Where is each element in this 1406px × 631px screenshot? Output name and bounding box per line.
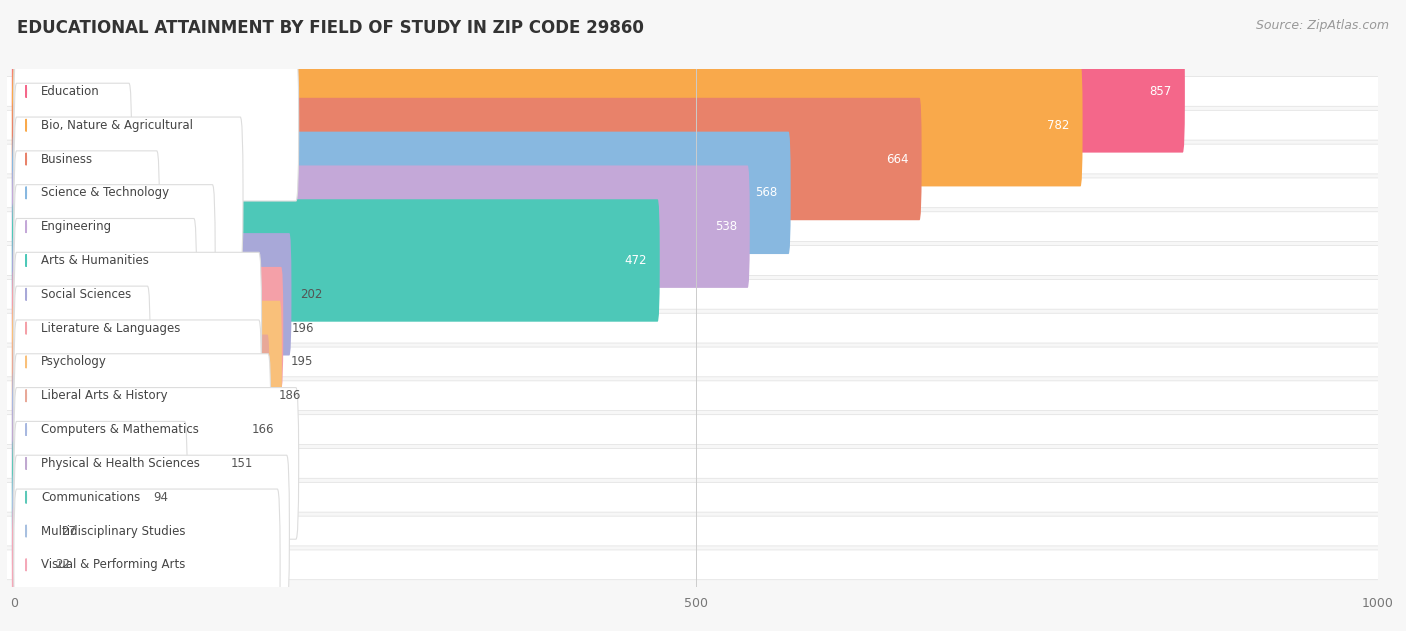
- FancyBboxPatch shape: [11, 334, 270, 457]
- FancyBboxPatch shape: [14, 117, 243, 269]
- Text: Computers & Mathematics: Computers & Mathematics: [41, 423, 200, 436]
- Text: 22: 22: [55, 558, 70, 571]
- FancyBboxPatch shape: [0, 110, 1406, 140]
- FancyBboxPatch shape: [11, 301, 281, 423]
- FancyBboxPatch shape: [14, 151, 159, 302]
- Text: Arts & Humanities: Arts & Humanities: [41, 254, 149, 267]
- FancyBboxPatch shape: [0, 280, 1406, 309]
- FancyBboxPatch shape: [11, 267, 283, 389]
- FancyBboxPatch shape: [0, 76, 1406, 106]
- FancyBboxPatch shape: [14, 387, 298, 540]
- FancyBboxPatch shape: [0, 415, 1406, 444]
- Text: 94: 94: [153, 491, 167, 504]
- Text: 568: 568: [755, 186, 778, 199]
- FancyBboxPatch shape: [11, 369, 242, 491]
- Text: 202: 202: [301, 288, 322, 301]
- Text: 151: 151: [231, 457, 253, 470]
- Text: 664: 664: [886, 153, 908, 165]
- FancyBboxPatch shape: [11, 402, 222, 524]
- FancyBboxPatch shape: [11, 64, 1083, 186]
- FancyBboxPatch shape: [0, 347, 1406, 377]
- FancyBboxPatch shape: [0, 212, 1406, 242]
- Text: 186: 186: [278, 389, 301, 402]
- Text: Liberal Arts & History: Liberal Arts & History: [41, 389, 167, 402]
- Text: 195: 195: [291, 355, 314, 369]
- Text: 857: 857: [1150, 85, 1173, 98]
- Text: 196: 196: [292, 322, 315, 334]
- FancyBboxPatch shape: [11, 199, 659, 322]
- FancyBboxPatch shape: [11, 436, 143, 558]
- FancyBboxPatch shape: [11, 504, 46, 626]
- Text: 472: 472: [624, 254, 647, 267]
- FancyBboxPatch shape: [14, 16, 141, 167]
- FancyBboxPatch shape: [14, 185, 215, 336]
- Text: Bio, Nature & Agricultural: Bio, Nature & Agricultural: [41, 119, 193, 132]
- FancyBboxPatch shape: [0, 550, 1406, 580]
- FancyBboxPatch shape: [14, 455, 290, 607]
- FancyBboxPatch shape: [14, 49, 298, 201]
- Text: Visual & Performing Arts: Visual & Performing Arts: [41, 558, 186, 571]
- FancyBboxPatch shape: [14, 252, 262, 404]
- FancyBboxPatch shape: [0, 144, 1406, 174]
- FancyBboxPatch shape: [0, 482, 1406, 512]
- Text: Education: Education: [41, 85, 100, 98]
- FancyBboxPatch shape: [14, 218, 197, 370]
- Text: Psychology: Psychology: [41, 355, 107, 369]
- FancyBboxPatch shape: [0, 449, 1406, 478]
- FancyBboxPatch shape: [0, 178, 1406, 208]
- Text: 538: 538: [714, 220, 737, 233]
- Text: Business: Business: [41, 153, 93, 165]
- Text: Science & Technology: Science & Technology: [41, 186, 169, 199]
- FancyBboxPatch shape: [11, 30, 1185, 153]
- FancyBboxPatch shape: [0, 313, 1406, 343]
- FancyBboxPatch shape: [0, 245, 1406, 275]
- FancyBboxPatch shape: [14, 286, 150, 438]
- Text: Physical & Health Sciences: Physical & Health Sciences: [41, 457, 200, 470]
- Text: Communications: Communications: [41, 491, 141, 504]
- FancyBboxPatch shape: [14, 489, 280, 631]
- FancyBboxPatch shape: [14, 83, 132, 235]
- FancyBboxPatch shape: [14, 354, 271, 505]
- Text: 166: 166: [252, 423, 274, 436]
- Text: Social Sciences: Social Sciences: [41, 288, 131, 301]
- FancyBboxPatch shape: [11, 98, 921, 220]
- Text: Source: ZipAtlas.com: Source: ZipAtlas.com: [1256, 19, 1389, 32]
- FancyBboxPatch shape: [14, 422, 187, 573]
- FancyBboxPatch shape: [11, 132, 790, 254]
- Text: 27: 27: [62, 524, 76, 538]
- Text: Literature & Languages: Literature & Languages: [41, 322, 180, 334]
- FancyBboxPatch shape: [14, 320, 262, 471]
- Text: EDUCATIONAL ATTAINMENT BY FIELD OF STUDY IN ZIP CODE 29860: EDUCATIONAL ATTAINMENT BY FIELD OF STUDY…: [17, 19, 644, 37]
- FancyBboxPatch shape: [11, 470, 53, 593]
- Text: 782: 782: [1047, 119, 1070, 132]
- FancyBboxPatch shape: [11, 165, 749, 288]
- FancyBboxPatch shape: [11, 233, 291, 355]
- FancyBboxPatch shape: [0, 516, 1406, 546]
- Text: Engineering: Engineering: [41, 220, 112, 233]
- Text: Multidisciplinary Studies: Multidisciplinary Studies: [41, 524, 186, 538]
- FancyBboxPatch shape: [0, 381, 1406, 411]
